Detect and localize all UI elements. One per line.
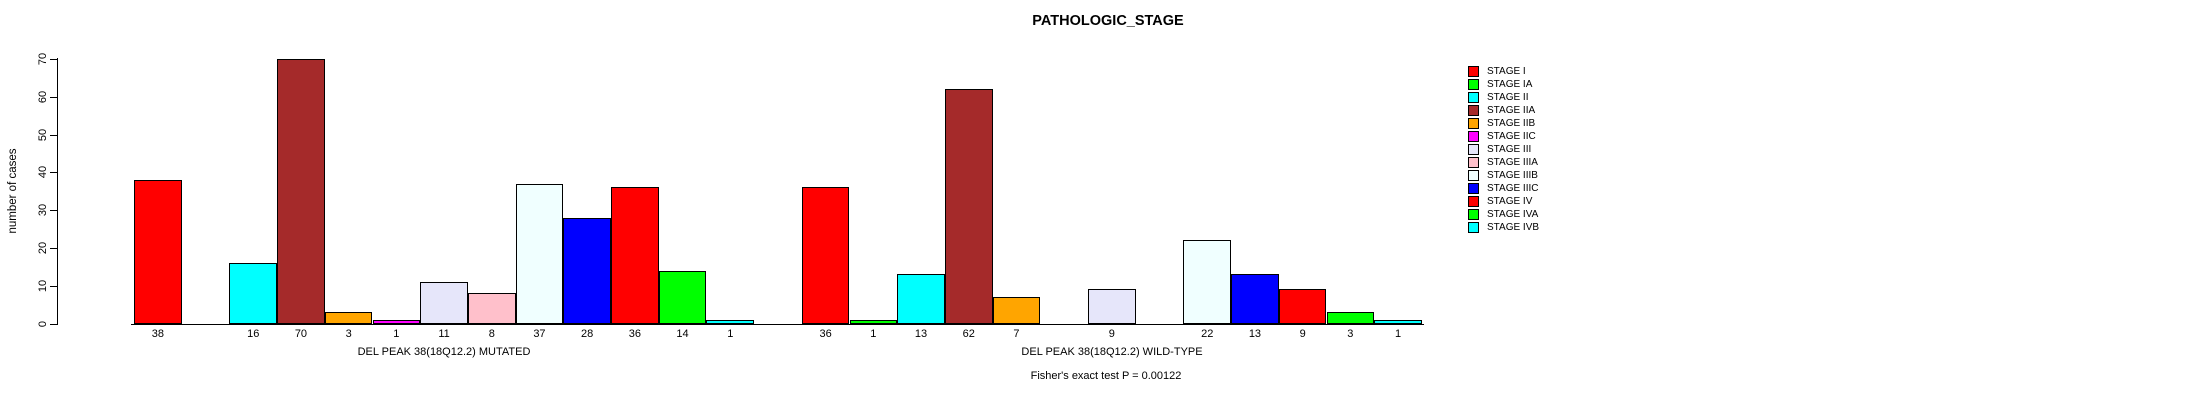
legend-item-label: STAGE IIB [1487, 117, 1536, 129]
fisher-exact-test-annotation: Fisher's exact test P = 0.00122 [1030, 370, 1182, 382]
legend-swatch [1468, 183, 1479, 194]
legend-item-label: STAGE IIIA [1487, 156, 1538, 168]
bar [277, 58, 325, 325]
bar [229, 263, 278, 325]
y-axis-tick [50, 96, 57, 98]
bar-value-label: 37 [533, 328, 546, 340]
bar [1088, 289, 1136, 325]
bar [420, 281, 468, 325]
bar-value-label: 8 [488, 328, 495, 340]
legend-swatch [1468, 92, 1479, 103]
bar [1231, 274, 1279, 325]
legend-swatch [1468, 79, 1479, 90]
bar [134, 179, 182, 325]
legend-swatch [1468, 66, 1479, 77]
y-axis-tick-label: 70 [37, 52, 49, 66]
legend-item-label: STAGE I [1487, 65, 1526, 77]
bar [515, 183, 564, 325]
legend-item-label: STAGE IVA [1487, 208, 1539, 220]
bar [849, 319, 898, 325]
bar-value-label: 13 [914, 328, 928, 340]
bar-value-label: 13 [1248, 328, 1262, 340]
bar [944, 89, 993, 325]
bar-value-label: 9 [1299, 328, 1306, 340]
bar-value-label: 36 [819, 328, 832, 340]
y-axis-tick-label: 60 [37, 90, 49, 103]
y-axis-tick [50, 134, 57, 136]
legend-item-label: STAGE IIIC [1487, 182, 1539, 194]
bar-value-label: 1 [393, 328, 400, 340]
y-axis-tick-label: 40 [37, 166, 49, 179]
bar-value-label: 1 [870, 328, 877, 340]
legend-item-label: STAGE IV [1487, 195, 1533, 207]
legend-item-label: STAGE IIC [1487, 130, 1536, 142]
bar-value-label: 1 [1394, 328, 1402, 340]
legend-item-label: STAGE IVB [1487, 221, 1540, 233]
legend-swatch [1468, 118, 1479, 129]
bar-value-label: 22 [1201, 328, 1214, 340]
bar [324, 312, 373, 325]
y-axis-tick-label: 30 [37, 203, 49, 217]
x-axis-line [131, 323, 1424, 325]
legend-swatch [1468, 131, 1479, 142]
bar [658, 270, 707, 325]
y-axis-tick [50, 58, 57, 60]
bar-value-label: 38 [151, 328, 164, 340]
bar [563, 217, 611, 325]
y-axis-tick [50, 210, 57, 212]
bar [992, 297, 1041, 325]
bar-value-label: 1 [727, 328, 734, 340]
bar [897, 274, 945, 325]
bar [467, 293, 516, 325]
legend-item-label: STAGE III [1487, 143, 1532, 155]
y-axis-tick-label: 50 [37, 128, 49, 141]
bar [611, 187, 659, 325]
y-axis-tick-label: 0 [37, 320, 49, 327]
chart-title: PATHOLOGIC_STAGE [1032, 13, 1184, 29]
legend-swatch [1468, 196, 1479, 207]
bar [1374, 319, 1422, 325]
bar-value-label: 3 [345, 328, 352, 340]
legend-item-label: STAGE II [1487, 91, 1529, 103]
legend-swatch [1468, 105, 1479, 116]
legend-item-label: STAGE IA [1487, 78, 1533, 90]
y-axis-line [57, 58, 58, 325]
y-axis-tick [50, 323, 57, 325]
legend-swatch [1468, 209, 1479, 220]
bar [706, 319, 755, 325]
legend-item-label: STAGE IIA [1487, 104, 1536, 116]
y-axis-tick [50, 247, 57, 249]
legend-swatch [1468, 222, 1479, 233]
y-axis-tick [50, 285, 57, 287]
bar [1183, 240, 1232, 325]
bar [801, 187, 850, 325]
bar [372, 319, 421, 325]
bar [1326, 312, 1375, 325]
y-axis-tick [50, 172, 57, 174]
bar-value-label: 28 [581, 328, 594, 340]
bar-value-label: 11 [438, 328, 450, 340]
legend-swatch [1468, 157, 1479, 168]
bar-value-label: 3 [1347, 328, 1354, 340]
legend-swatch [1468, 170, 1479, 181]
bar-value-label: 7 [1013, 328, 1020, 340]
bar-value-label: 70 [294, 328, 308, 340]
x-axis-title-wildtype: DEL PEAK 38(18Q12.2) WILD-TYPE [1021, 346, 1203, 358]
y-axis-tick-label: 20 [37, 241, 49, 255]
bar-value-label: 62 [962, 328, 975, 340]
legend-item-label: STAGE IIIB [1487, 169, 1538, 181]
y-axis-label: number of cases [7, 148, 19, 234]
bar [1278, 289, 1327, 325]
bar-value-label: 36 [628, 328, 641, 340]
y-axis-tick-label: 10 [37, 279, 49, 292]
bar-value-label: 9 [1108, 328, 1115, 340]
legend-swatch [1468, 144, 1479, 155]
x-axis-title-mutated: DEL PEAK 38(18Q12.2) MUTATED [357, 346, 531, 358]
bar-value-label: 16 [247, 328, 260, 340]
bar-value-label: 14 [676, 328, 689, 340]
